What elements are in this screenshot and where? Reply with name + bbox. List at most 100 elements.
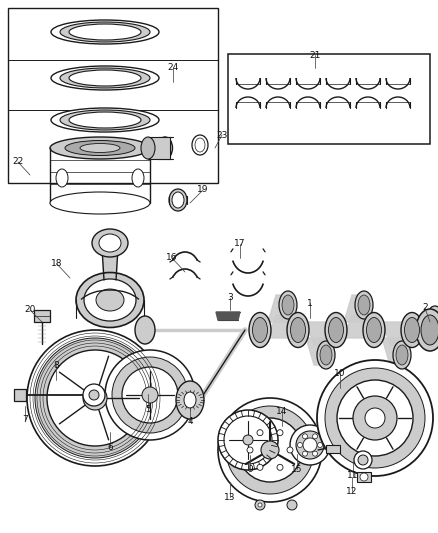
Ellipse shape (252, 318, 268, 343)
Circle shape (312, 451, 318, 456)
Text: 22: 22 (12, 157, 24, 166)
Circle shape (365, 408, 385, 428)
Bar (14, 389, 26, 401)
Circle shape (218, 398, 322, 502)
Circle shape (303, 451, 307, 456)
Ellipse shape (51, 108, 159, 132)
Circle shape (337, 380, 413, 456)
Polygon shape (268, 295, 288, 322)
Ellipse shape (396, 345, 408, 365)
Ellipse shape (69, 112, 141, 128)
Text: 2: 2 (422, 303, 428, 312)
Text: 14: 14 (276, 407, 288, 416)
Circle shape (297, 442, 303, 448)
Ellipse shape (135, 316, 155, 344)
Circle shape (325, 368, 425, 468)
Ellipse shape (60, 110, 150, 130)
Text: 24: 24 (167, 63, 179, 72)
Ellipse shape (287, 312, 309, 348)
Ellipse shape (279, 291, 297, 319)
Circle shape (303, 434, 307, 439)
Circle shape (27, 330, 163, 466)
Ellipse shape (141, 137, 155, 159)
Circle shape (358, 455, 368, 465)
Circle shape (247, 447, 253, 453)
Ellipse shape (421, 315, 438, 345)
Ellipse shape (169, 189, 187, 211)
Ellipse shape (393, 341, 411, 369)
Circle shape (303, 438, 317, 452)
Ellipse shape (69, 24, 141, 40)
Ellipse shape (158, 137, 173, 159)
Polygon shape (102, 248, 118, 280)
Circle shape (312, 434, 318, 439)
Text: 6: 6 (107, 442, 113, 451)
Ellipse shape (184, 392, 196, 408)
Circle shape (287, 500, 297, 510)
Text: 18: 18 (51, 260, 63, 269)
Circle shape (89, 390, 99, 400)
Ellipse shape (416, 309, 438, 351)
Text: 13: 13 (224, 492, 236, 502)
Ellipse shape (69, 70, 141, 86)
Ellipse shape (320, 345, 332, 365)
Ellipse shape (50, 192, 150, 214)
Text: 23: 23 (216, 131, 228, 140)
Circle shape (429, 306, 438, 318)
Polygon shape (268, 315, 288, 338)
Polygon shape (216, 312, 240, 320)
Bar (326, 445, 340, 453)
Ellipse shape (132, 169, 144, 187)
Text: 12: 12 (346, 487, 358, 496)
Circle shape (243, 435, 253, 445)
Ellipse shape (249, 312, 271, 348)
Ellipse shape (80, 143, 120, 152)
Ellipse shape (290, 318, 305, 343)
Text: 19: 19 (197, 185, 209, 195)
Text: 15: 15 (291, 464, 303, 473)
Circle shape (112, 357, 188, 433)
Circle shape (296, 431, 324, 459)
Circle shape (105, 350, 195, 440)
Circle shape (218, 410, 278, 470)
Text: 20: 20 (25, 305, 35, 314)
Ellipse shape (50, 137, 150, 159)
Circle shape (47, 350, 143, 446)
Ellipse shape (328, 318, 343, 343)
Text: 9: 9 (247, 465, 253, 474)
Ellipse shape (401, 312, 423, 348)
Ellipse shape (282, 295, 294, 315)
Ellipse shape (176, 381, 204, 419)
Ellipse shape (56, 169, 68, 187)
Text: 11: 11 (347, 472, 359, 481)
Circle shape (360, 473, 368, 481)
Circle shape (277, 430, 283, 435)
Polygon shape (382, 338, 402, 365)
Circle shape (290, 425, 330, 465)
Text: 8: 8 (53, 360, 59, 369)
Ellipse shape (60, 22, 150, 42)
Text: 7: 7 (22, 416, 28, 424)
Circle shape (224, 416, 272, 464)
Ellipse shape (355, 291, 373, 319)
Circle shape (255, 500, 265, 510)
Circle shape (318, 442, 322, 448)
Circle shape (277, 464, 283, 470)
Text: 5: 5 (145, 406, 151, 415)
Ellipse shape (84, 279, 136, 321)
Polygon shape (344, 295, 364, 322)
Ellipse shape (363, 312, 385, 348)
Ellipse shape (65, 141, 135, 156)
Ellipse shape (51, 66, 159, 90)
Circle shape (258, 503, 262, 507)
Circle shape (35, 338, 155, 458)
Bar (8, 8, 218, 183)
Circle shape (353, 396, 397, 440)
Ellipse shape (172, 192, 184, 208)
Ellipse shape (325, 312, 347, 348)
Ellipse shape (76, 272, 144, 327)
Circle shape (354, 451, 372, 469)
Circle shape (238, 418, 302, 482)
Text: 16: 16 (166, 254, 178, 262)
Bar (148, 137, 170, 159)
